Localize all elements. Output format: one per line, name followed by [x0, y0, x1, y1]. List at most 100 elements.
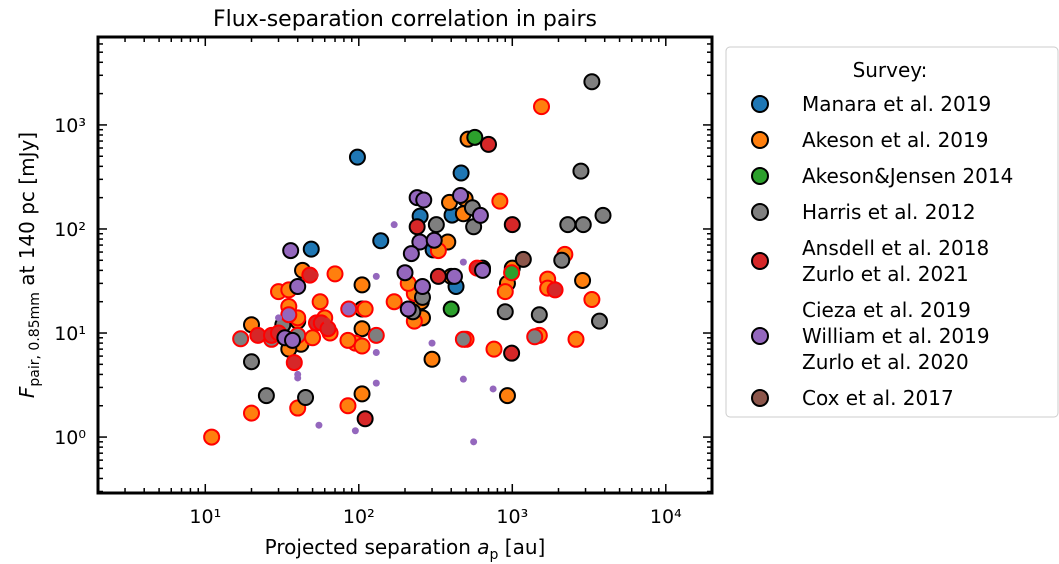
point	[442, 300, 460, 318]
point	[530, 306, 548, 324]
point	[294, 370, 302, 378]
point	[356, 410, 374, 428]
point	[427, 216, 445, 234]
x-tick-label: 10³	[496, 506, 528, 528]
point	[452, 186, 470, 204]
point	[591, 312, 609, 330]
legend-label: Manara et al. 2019	[802, 92, 991, 116]
legend-title: Survey:	[853, 58, 928, 82]
point	[372, 232, 390, 250]
point	[311, 293, 329, 311]
y-tick-label: 10¹	[54, 323, 86, 345]
point	[503, 216, 521, 234]
point	[583, 73, 601, 91]
point	[257, 387, 275, 405]
point	[514, 250, 532, 268]
point	[390, 221, 398, 229]
x-tick-label: 10¹	[189, 506, 221, 528]
point	[302, 240, 320, 258]
legend-label: Zurlo et al. 2020	[802, 350, 969, 374]
point	[471, 206, 489, 224]
legend-label: William et al. 2019	[802, 324, 990, 348]
y-tick-label: 10²	[54, 219, 86, 241]
point	[454, 330, 472, 348]
point	[503, 344, 521, 362]
legend-marker	[751, 131, 769, 149]
legend-marker	[751, 203, 769, 221]
legend-label: Akeson&Jensen 2014	[802, 164, 1013, 188]
point	[304, 329, 322, 347]
point	[372, 348, 380, 356]
point	[413, 277, 431, 295]
point	[356, 300, 374, 318]
point	[315, 421, 323, 429]
point	[425, 231, 443, 249]
y-axis-label: Fpair, 0.85mm at 140 pc [mJy]	[15, 132, 43, 398]
point	[339, 331, 357, 349]
point	[275, 314, 283, 322]
legend-marker	[751, 95, 769, 113]
point	[459, 258, 467, 266]
point	[496, 303, 514, 321]
point	[353, 385, 371, 403]
point	[429, 267, 447, 285]
legend-label: Cieza et al. 2019	[802, 298, 971, 322]
x-label-text: Projected separation	[265, 535, 478, 559]
legend-label: Ansdell et al. 2018	[802, 236, 989, 260]
point	[372, 272, 380, 280]
legend-marker	[751, 252, 769, 270]
y-label-text: at 140 pc [mJy]	[15, 132, 39, 292]
point	[445, 267, 463, 285]
y-label-symbol: F	[15, 386, 39, 398]
point	[351, 427, 359, 435]
point	[348, 148, 366, 166]
legend-marker	[751, 167, 769, 185]
point	[496, 283, 514, 301]
x-label-symbol: a	[477, 535, 489, 559]
point	[353, 276, 371, 294]
point	[553, 251, 571, 269]
point	[372, 379, 380, 387]
point	[311, 271, 319, 279]
x-tick-label: 10⁴	[650, 506, 682, 528]
point	[574, 216, 592, 234]
legend-marker	[751, 389, 769, 407]
legend-box	[725, 46, 1059, 418]
point	[282, 242, 300, 260]
point	[408, 218, 426, 236]
legend-label: Cox et al. 2017	[802, 386, 954, 410]
point	[367, 326, 385, 344]
point	[459, 375, 467, 383]
point	[452, 164, 470, 182]
point	[285, 354, 303, 372]
point	[297, 389, 315, 407]
point	[323, 317, 331, 325]
point	[243, 404, 260, 422]
y-tick-label: 10⁰	[54, 427, 86, 449]
point	[533, 98, 551, 116]
point	[474, 261, 492, 279]
point	[559, 216, 577, 234]
legend-label: Akeson et al. 2019	[802, 128, 988, 152]
point	[339, 397, 357, 415]
point	[423, 350, 441, 368]
point	[396, 264, 414, 282]
point	[466, 128, 484, 146]
point	[594, 206, 612, 224]
point	[574, 271, 592, 289]
point	[567, 330, 585, 348]
point	[480, 135, 498, 153]
point	[503, 264, 521, 282]
point	[399, 300, 417, 318]
point	[340, 300, 358, 318]
point	[415, 191, 433, 209]
x-label-sub: p	[490, 547, 499, 563]
point	[232, 330, 250, 348]
point	[203, 428, 221, 446]
x-axis-label: Projected separation ap [au]	[265, 535, 546, 563]
point	[572, 162, 590, 180]
point	[385, 293, 403, 311]
point	[526, 328, 544, 346]
point	[402, 245, 420, 263]
